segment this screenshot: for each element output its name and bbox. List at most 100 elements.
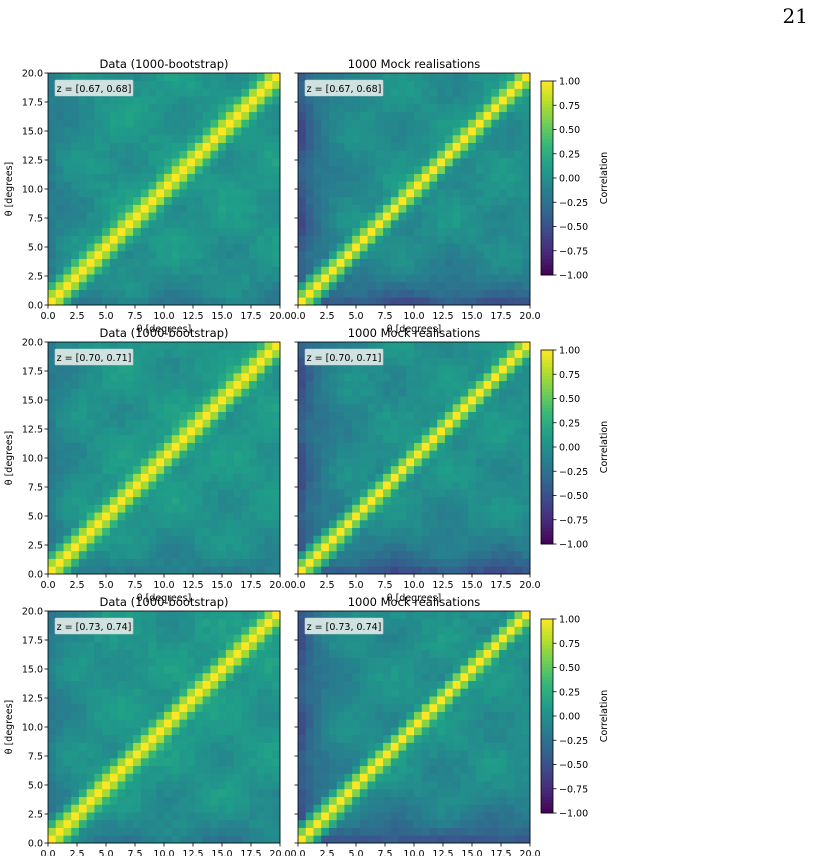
heatmap-cell	[328, 127, 338, 136]
heatmap-cell	[48, 250, 57, 259]
heatmap-cell	[63, 189, 72, 198]
heatmap-cell	[48, 672, 57, 681]
colorbar-segment	[541, 453, 553, 458]
heatmap-cell	[133, 634, 142, 643]
heatmap-cell	[148, 274, 157, 283]
heatmap-cell	[499, 235, 508, 244]
heatmap-cell	[210, 365, 219, 374]
heatmap-cell	[352, 535, 361, 544]
heatmap-cell	[421, 96, 430, 105]
heatmap-cell	[225, 427, 234, 436]
heatmap-cell	[78, 781, 88, 790]
heatmap-cell	[125, 535, 134, 544]
heatmap-cell	[210, 357, 219, 366]
heatmap-cell	[133, 519, 142, 528]
heatmap-cell	[321, 258, 330, 267]
heatmap-cell	[249, 496, 258, 505]
heatmap-cell	[71, 219, 80, 229]
redshift-label-box	[54, 617, 134, 635]
heatmap-cell	[256, 512, 265, 521]
heatmap-cell	[233, 473, 242, 482]
heatmap-cell	[460, 496, 469, 505]
heatmap-cell	[321, 212, 330, 221]
heatmap-cell	[468, 150, 477, 159]
heatmap-cell	[241, 212, 250, 221]
heatmap-cell	[225, 243, 234, 252]
heatmap-cell	[298, 419, 307, 428]
heatmap-cell	[102, 688, 111, 697]
heatmap-cell	[241, 504, 250, 513]
heatmap-cell	[328, 342, 338, 351]
heatmap-cell	[256, 672, 265, 681]
heatmap-cell	[125, 196, 134, 205]
heatmap-cell	[71, 765, 80, 774]
heatmap-cell	[179, 173, 188, 182]
heatmap-cell	[241, 73, 250, 82]
heatmap-cell	[133, 427, 142, 436]
heatmap-cell	[102, 550, 111, 559]
heatmap-cell	[171, 204, 180, 213]
heatmap-cell	[414, 111, 423, 120]
heatmap-cell	[109, 119, 118, 128]
heatmap-cell	[71, 419, 80, 428]
heatmap-cell	[210, 227, 219, 236]
heatmap-cell	[272, 634, 281, 643]
heatmap-cell	[218, 103, 227, 113]
heatmap-cell	[272, 388, 281, 397]
heatmap-cell	[86, 827, 95, 836]
heatmap-cell	[460, 427, 469, 436]
heatmap-cell	[499, 243, 508, 252]
heatmap-cell	[225, 158, 234, 167]
heatmap-cell	[444, 458, 454, 467]
heatmap-cell	[71, 165, 80, 174]
redshift-label: z = [0.70, 0.71]	[54, 348, 134, 366]
heatmap-cell	[55, 757, 64, 767]
heatmap-cell	[63, 427, 72, 436]
heatmap-cell	[468, 165, 477, 174]
heatmap-cell	[71, 450, 80, 459]
heatmap-cell	[210, 134, 219, 143]
heatmap-cell	[499, 419, 508, 428]
heatmap-cell	[241, 419, 250, 428]
heatmap-cell	[133, 703, 142, 712]
heatmap-cell	[202, 566, 211, 575]
heatmap-cell	[375, 73, 384, 82]
heatmap-cell	[140, 419, 149, 428]
heatmap-cell	[78, 566, 88, 575]
heatmap-cell	[202, 357, 211, 366]
heatmap-cell	[71, 274, 80, 283]
heatmap-cell	[499, 434, 508, 443]
heatmap-cell	[522, 96, 531, 105]
heatmap-cell	[94, 512, 103, 521]
heatmap-cell	[241, 458, 250, 467]
heatmap-cell	[406, 558, 415, 567]
heatmap-cell	[249, 274, 258, 283]
heatmap-cell	[352, 158, 361, 167]
heatmap-cell	[194, 372, 204, 382]
redshift-label-text: z = [0.67, 0.68]	[57, 84, 132, 95]
heatmap-cell	[164, 212, 173, 221]
heatmap-cell	[336, 512, 345, 521]
heatmap-cell	[452, 73, 461, 82]
heatmap-cell	[171, 357, 180, 366]
colorbar-segment	[541, 135, 553, 140]
heatmap-cell	[367, 543, 376, 552]
heatmap-cell	[328, 150, 338, 159]
heatmap-cells	[48, 342, 281, 575]
heatmap-cell	[468, 812, 477, 821]
heatmap-cell	[468, 543, 477, 552]
heatmap-cell	[305, 396, 314, 405]
heatmap-cell	[156, 297, 165, 306]
heatmap-cell	[249, 119, 258, 128]
heatmap-cell	[506, 103, 515, 113]
heatmap-cell	[390, 250, 399, 259]
heatmap-cell	[109, 757, 118, 767]
heatmap-cell	[94, 419, 103, 428]
heatmap-cell	[86, 388, 95, 397]
heatmap-cell	[522, 380, 531, 389]
heatmap-cell	[241, 757, 250, 767]
heatmap-cell	[202, 73, 211, 82]
heatmap-cell	[102, 227, 111, 236]
heatmap-cell	[55, 657, 64, 666]
heatmap-cell	[414, 419, 423, 428]
